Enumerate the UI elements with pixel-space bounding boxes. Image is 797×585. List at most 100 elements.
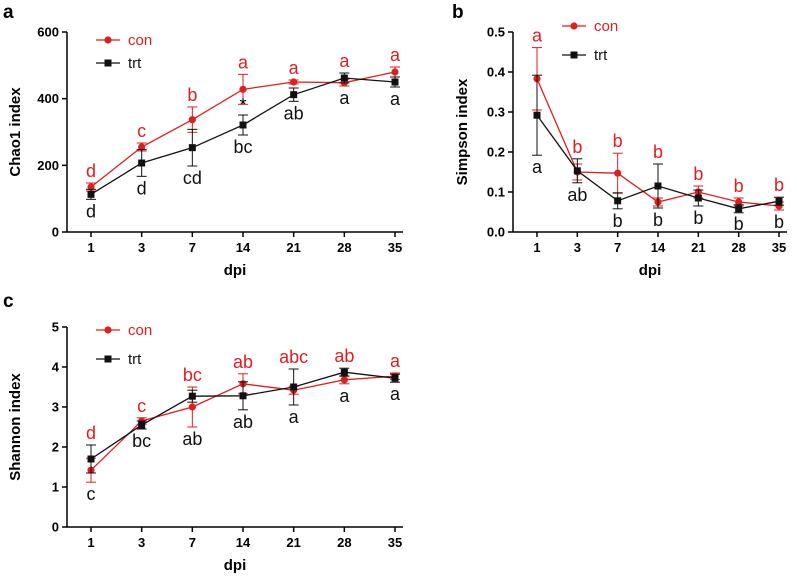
- x-tick-label: 35: [388, 240, 402, 255]
- legend-marker-trt: [570, 51, 578, 59]
- data-point-con: [290, 78, 298, 86]
- data-point-con: [340, 376, 348, 384]
- x-tick-label: 7: [614, 240, 621, 255]
- significance-letter-trt: bc: [132, 431, 151, 451]
- data-point-trt: [239, 392, 247, 400]
- legend-entry-trt: trt: [96, 351, 142, 368]
- x-tick-label: 28: [337, 535, 351, 550]
- significance-letter-con: b: [572, 137, 582, 157]
- significance-letter-con: ab: [233, 352, 253, 372]
- significance-letter-trt: b: [734, 214, 744, 234]
- legend-label: trt: [594, 47, 608, 64]
- significance-letter-con: a: [532, 26, 543, 46]
- y-axis-title: Shannon index: [7, 373, 24, 481]
- y-tick-label: 0.1: [487, 185, 505, 200]
- y-tick-label: 0.2: [487, 145, 505, 160]
- data-point-con: [188, 116, 196, 124]
- y-tick-label: 5: [52, 320, 59, 335]
- significance-letter-con: c: [137, 121, 146, 141]
- legend-marker-con: [570, 22, 578, 30]
- panel-letter: a: [3, 2, 14, 23]
- y-tick-label: 400: [37, 91, 59, 106]
- data-point-trt: [188, 144, 196, 152]
- legend-marker-con: [104, 36, 112, 44]
- y-tick-label: 0.4: [487, 65, 506, 80]
- significance-letter-trt: ab: [182, 429, 202, 449]
- legend-entry-trt: trt: [96, 55, 142, 72]
- data-point-trt: [340, 368, 348, 376]
- panel-b: b 0.0 0.1 0.2 0.3 0.4 0.5 1 3 7 14 21 28 35 dpi Simpson…: [452, 2, 787, 279]
- x-axis-title: dpi: [224, 557, 247, 574]
- data-point-trt: [138, 159, 146, 167]
- x-tick-label: 1: [87, 535, 94, 550]
- significance-letter-trt: d: [86, 201, 96, 221]
- y-tick-label: 0: [52, 520, 59, 535]
- legend-entry-trt: trt: [562, 47, 608, 64]
- significance-letter-trt: b: [653, 210, 663, 230]
- panel-c: c 0 1 2 3 4 5 1 3 7 14 21 28 35 dpi Shannon index d c c bc b…: [3, 291, 403, 574]
- y-tick-label: 4: [52, 360, 60, 375]
- y-tick-label: 200: [37, 158, 59, 173]
- legend-label: con: [594, 18, 618, 35]
- significance-letter-con: ab: [334, 346, 354, 366]
- significance-letter-con: abc: [279, 347, 308, 367]
- legend-entry-con: con: [96, 322, 152, 339]
- significance-letter-con: b: [693, 164, 703, 184]
- data-point-con: [188, 403, 196, 411]
- x-tick-label: 21: [286, 240, 300, 255]
- significance-letter-con: a: [238, 52, 249, 72]
- x-tick-label: 14: [236, 535, 251, 550]
- data-point-con: [614, 169, 622, 177]
- data-point-trt: [138, 421, 146, 429]
- y-tick-label: 0.5: [487, 25, 505, 40]
- data-point-con: [735, 198, 743, 206]
- significance-letter-con: a: [289, 58, 300, 78]
- significance-letter-con: c: [137, 396, 146, 416]
- significance-letter-trt: c: [87, 484, 96, 504]
- significance-letter-trt: d: [137, 178, 147, 198]
- data-point-con: [138, 143, 146, 151]
- legend-label: con: [128, 32, 152, 49]
- significance-letter-con: b: [734, 176, 744, 196]
- panel-letter: b: [452, 2, 464, 23]
- significance-letter-trt: ab: [567, 185, 587, 205]
- data-point-trt: [340, 74, 348, 82]
- x-tick-label: 7: [189, 240, 196, 255]
- legend-label: trt: [128, 55, 142, 72]
- x-axis-title: dpi: [224, 262, 247, 279]
- significance-letter-trt: b: [774, 212, 784, 232]
- significance-letter-con: a: [390, 45, 401, 65]
- y-tick-label: 2: [52, 440, 59, 455]
- data-point-trt: [290, 91, 298, 99]
- data-point-trt: [775, 197, 783, 205]
- data-point-trt: [87, 190, 95, 198]
- legend-label: con: [128, 322, 152, 339]
- significance-letter-trt: a: [532, 157, 543, 177]
- significance-letter-con: bc: [183, 365, 202, 385]
- significance-letter-trt: b: [613, 211, 623, 231]
- data-point-trt: [239, 121, 247, 129]
- significance-letter-con: b: [613, 131, 623, 151]
- significance-letter-trt: a: [339, 88, 350, 108]
- data-point-trt: [654, 182, 662, 190]
- legend-entry-con: con: [96, 32, 152, 49]
- significance-letter-con: a: [339, 51, 350, 71]
- significance-letter-con: d: [86, 161, 96, 181]
- y-tick-label: 600: [37, 25, 59, 40]
- y-tick-label: 0: [52, 225, 59, 240]
- data-point-con: [87, 183, 95, 191]
- legend-entry-con: con: [562, 18, 618, 35]
- x-tick-label: 3: [138, 535, 145, 550]
- y-axis-title: Chao1 index: [7, 87, 24, 177]
- data-point-con: [239, 85, 247, 93]
- x-tick-label: 3: [574, 240, 581, 255]
- y-tick-label: 0.0: [487, 225, 505, 240]
- x-tick-label: 21: [286, 535, 300, 550]
- significance-letter-trt: ab: [284, 103, 304, 123]
- significance-letter-trt: bc: [233, 137, 252, 157]
- data-point-trt: [188, 392, 196, 400]
- significance-letter-con: d: [86, 423, 96, 443]
- significance-letter-con: b: [774, 175, 784, 195]
- series-trt: [532, 74, 784, 214]
- y-tick-label: 0.3: [487, 105, 505, 120]
